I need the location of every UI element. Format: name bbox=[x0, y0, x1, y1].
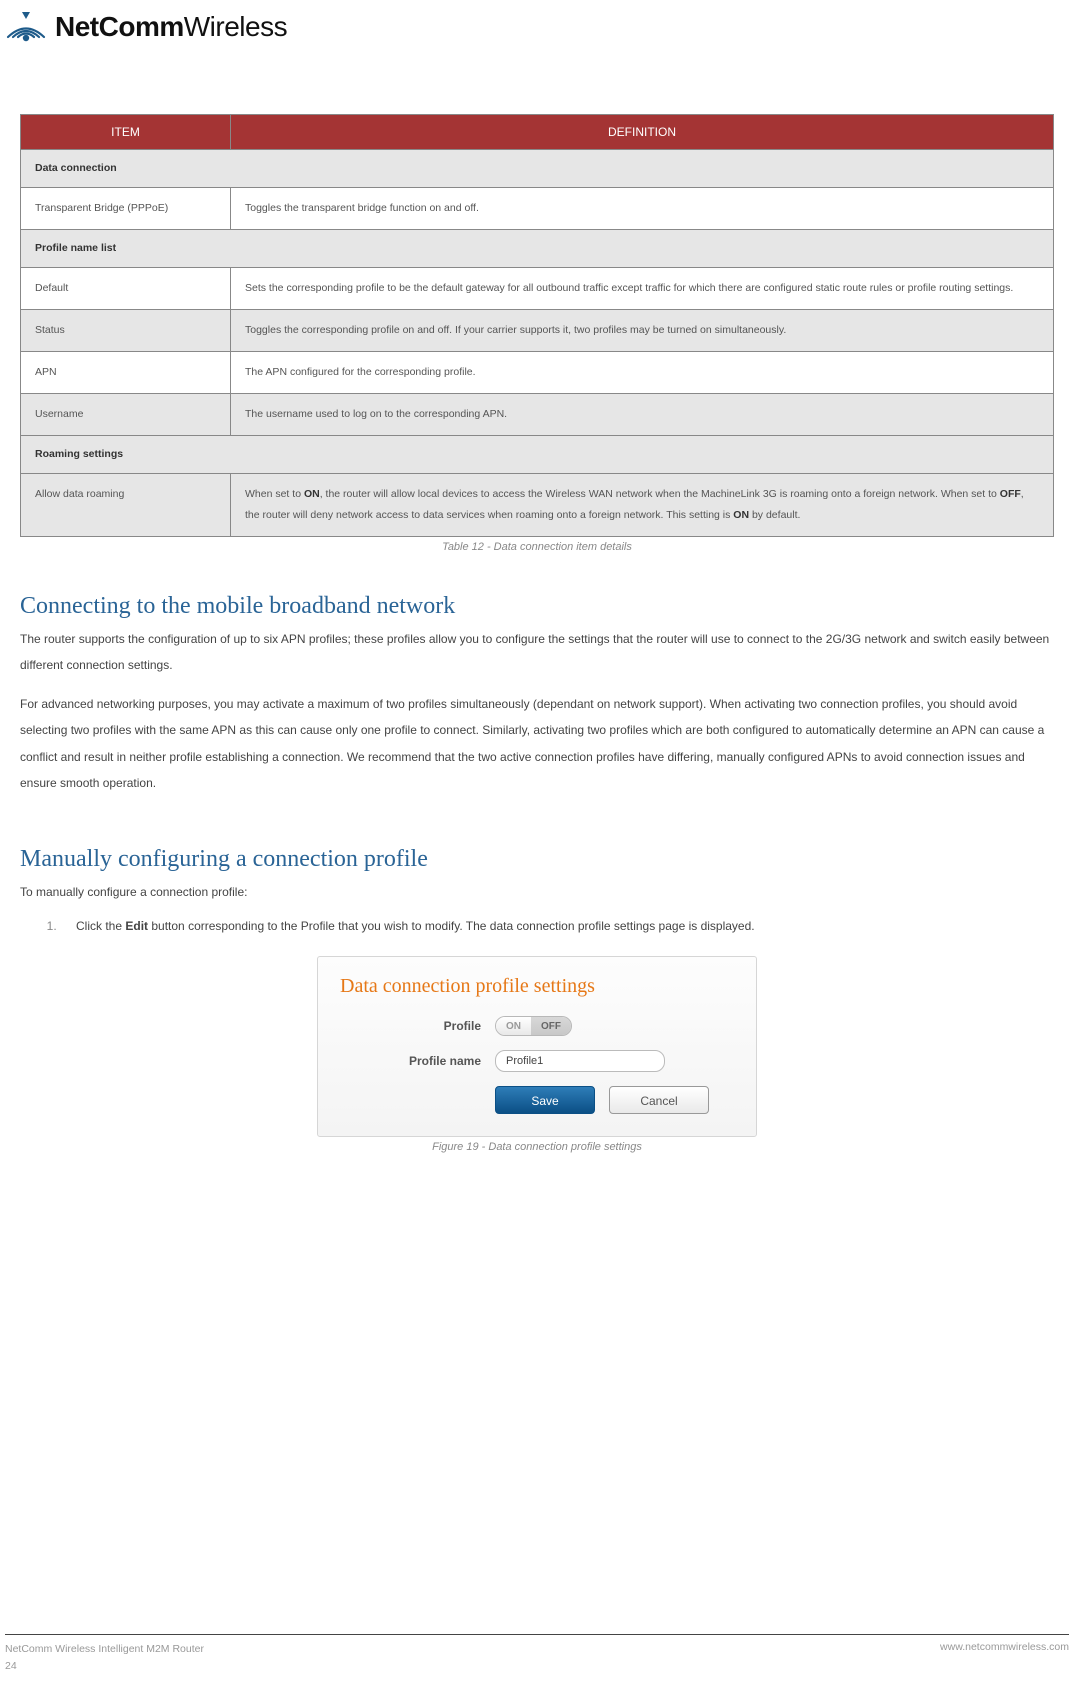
page-header: NetCommWireless bbox=[0, 0, 1074, 54]
table-section-label: Data connection bbox=[21, 150, 1054, 188]
table-item-cell: Default bbox=[21, 268, 231, 310]
table-row: Roaming settings bbox=[21, 436, 1054, 474]
table-item-cell: Status bbox=[21, 310, 231, 352]
profile-name-input[interactable] bbox=[495, 1050, 665, 1072]
table-item-cell: Username bbox=[21, 394, 231, 436]
table-caption: Table 12 - Data connection item details bbox=[20, 541, 1054, 553]
row-profile-name: Profile name bbox=[340, 1050, 734, 1072]
manual-steps: Click the Edit button corresponding to t… bbox=[60, 914, 1054, 938]
heading-manual: Manually configuring a connection profil… bbox=[20, 846, 1054, 873]
toggle-off[interactable]: OFF bbox=[531, 1017, 571, 1035]
table-definition-cell: When set to ON, the router will allow lo… bbox=[231, 474, 1054, 537]
panel-title: Data connection profile settings bbox=[340, 975, 734, 998]
brand-light: Wireless bbox=[184, 11, 287, 42]
footer-product: NetComm Wireless Intelligent M2M Router bbox=[5, 1641, 204, 1658]
netcomm-logo-icon bbox=[5, 10, 47, 44]
table-item-cell: Transparent Bridge (PPPoE) bbox=[21, 188, 231, 230]
figure-caption: Figure 19 - Data connection profile sett… bbox=[20, 1141, 1054, 1153]
table-definition-cell: The username used to log on to the corre… bbox=[231, 394, 1054, 436]
brand-bold: NetComm bbox=[55, 11, 184, 42]
table-row: UsernameThe username used to log on to t… bbox=[21, 394, 1054, 436]
table-item-cell: APN bbox=[21, 352, 231, 394]
footer-url: www.netcommwireless.com bbox=[940, 1641, 1069, 1675]
footer-page: 24 bbox=[5, 1658, 204, 1675]
table-row: Profile name list bbox=[21, 230, 1054, 268]
table-row: Data connection bbox=[21, 150, 1054, 188]
table-definition-cell: Toggles the transparent bridge function … bbox=[231, 188, 1054, 230]
table-definition-cell: Sets the corresponding profile to be the… bbox=[231, 268, 1054, 310]
connecting-p1: The router supports the configuration of… bbox=[20, 626, 1054, 679]
brand-wordmark: NetCommWireless bbox=[55, 11, 287, 43]
footer-left: NetComm Wireless Intelligent M2M Router … bbox=[5, 1641, 204, 1675]
definition-table: ITEM DEFINITION Data connectionTranspare… bbox=[20, 114, 1054, 537]
manual-intro: To manually configure a connection profi… bbox=[20, 879, 1054, 905]
toggle-on[interactable]: ON bbox=[496, 1017, 531, 1035]
table-definition-cell: Toggles the corresponding profile on and… bbox=[231, 310, 1054, 352]
page-footer: NetComm Wireless Intelligent M2M Router … bbox=[5, 1634, 1069, 1685]
table-header-item: ITEM bbox=[21, 115, 231, 150]
profile-settings-panel: Data connection profile settings Profile… bbox=[317, 956, 757, 1137]
label-profile: Profile bbox=[340, 1019, 495, 1033]
table-row: StatusToggles the corresponding profile … bbox=[21, 310, 1054, 352]
label-profile-name: Profile name bbox=[340, 1054, 495, 1068]
table-row: DefaultSets the corresponding profile to… bbox=[21, 268, 1054, 310]
table-section-label: Profile name list bbox=[21, 230, 1054, 268]
table-row: APNThe APN configured for the correspond… bbox=[21, 352, 1054, 394]
table-row: Transparent Bridge (PPPoE)Toggles the tr… bbox=[21, 188, 1054, 230]
profile-toggle[interactable]: ON OFF bbox=[495, 1016, 572, 1036]
cancel-button[interactable]: Cancel bbox=[609, 1086, 709, 1114]
row-profile-toggle: Profile ON OFF bbox=[340, 1016, 734, 1036]
table-item-cell: Allow data roaming bbox=[21, 474, 231, 537]
page-content: ITEM DEFINITION Data connectionTranspare… bbox=[0, 54, 1074, 1634]
panel-button-row: Save Cancel bbox=[495, 1086, 734, 1114]
table-definition-cell: The APN configured for the corresponding… bbox=[231, 352, 1054, 394]
save-button[interactable]: Save bbox=[495, 1086, 595, 1114]
heading-connecting: Connecting to the mobile broadband netwo… bbox=[20, 593, 1054, 620]
manual-step-1: Click the Edit button corresponding to t… bbox=[60, 914, 1054, 938]
table-section-label: Roaming settings bbox=[21, 436, 1054, 474]
connecting-p2: For advanced networking purposes, you ma… bbox=[20, 691, 1054, 797]
table-header-definition: DEFINITION bbox=[231, 115, 1054, 150]
table-row: Allow data roamingWhen set to ON, the ro… bbox=[21, 474, 1054, 537]
